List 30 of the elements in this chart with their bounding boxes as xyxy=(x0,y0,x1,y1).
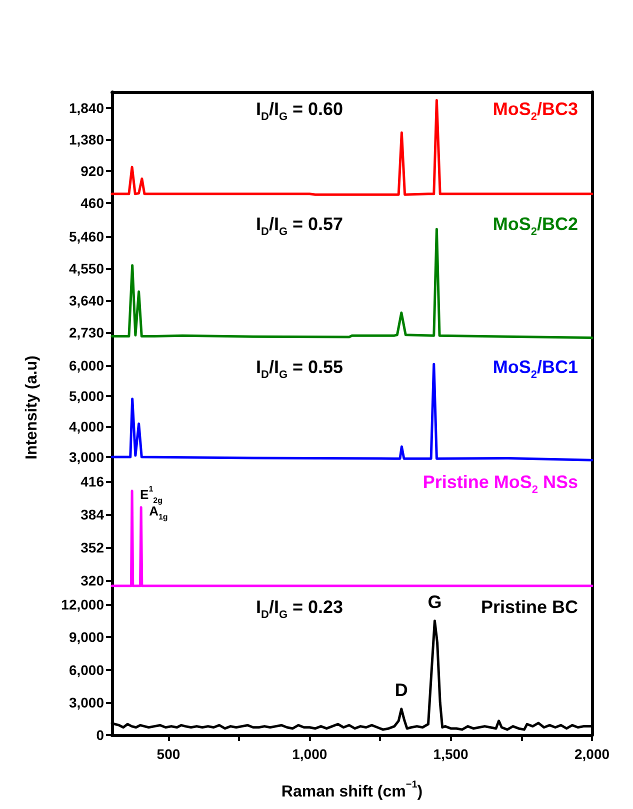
y-tick-label: 0 xyxy=(96,727,104,743)
y-tick-label: 5,460 xyxy=(68,228,104,245)
y-tick-label: 416 xyxy=(80,474,104,490)
x-tick-label: 1,500 xyxy=(433,746,469,762)
y-axis-title: Intensity (a.u) xyxy=(24,355,40,460)
y-tick-label: 384 xyxy=(80,506,104,523)
x-tick-label: 2,000 xyxy=(574,746,610,762)
line-series xyxy=(110,99,594,196)
y-tick-label: 9,000 xyxy=(68,629,104,646)
y-tick-label: 460 xyxy=(80,194,104,211)
x-tick-label: 500 xyxy=(156,746,180,762)
y-tick-label: 3,000 xyxy=(68,694,104,710)
y-tick-label: 1,380 xyxy=(68,132,104,148)
y-tick-label: 2,730 xyxy=(68,324,104,340)
y-tick-label: 352 xyxy=(80,540,104,556)
y-tick-label: 3,000 xyxy=(68,449,104,466)
x-tick-label: 1,000 xyxy=(292,746,328,762)
y-tick-label: 920 xyxy=(80,163,104,180)
y-tick-label: 5,000 xyxy=(68,388,104,404)
y-tick-label: 6,000 xyxy=(68,662,104,678)
y-tick-label: 6,000 xyxy=(68,357,104,374)
y-tick-label: 1,840 xyxy=(68,100,104,116)
y-tick-label: 4,000 xyxy=(68,418,104,434)
annotation: D xyxy=(394,680,408,700)
y-tick-label: 320 xyxy=(80,572,104,589)
y-tick-label: 4,550 xyxy=(68,260,104,276)
y-tick-label: 12,000 xyxy=(61,596,104,613)
text: Pristine BC xyxy=(480,597,578,617)
annotation: G xyxy=(428,592,442,612)
y-tick-label: 3,640 xyxy=(68,292,104,308)
